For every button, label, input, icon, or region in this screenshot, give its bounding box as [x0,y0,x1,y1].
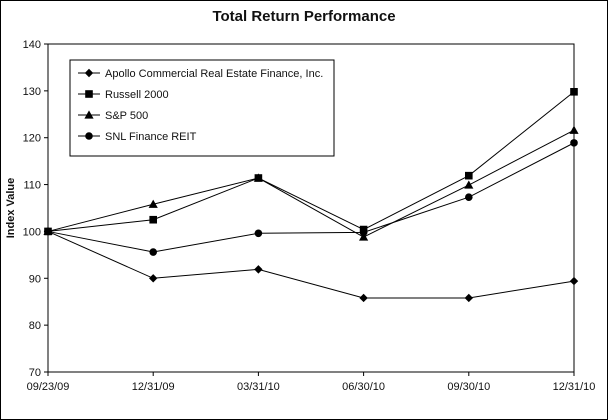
data-point [569,276,579,286]
data-point [254,265,263,274]
data-point [149,248,157,256]
data-point [359,228,368,237]
y-tick-label: 140 [23,39,41,51]
series-circle [44,139,578,256]
series-line [47,230,575,299]
y-tick-label: 130 [23,86,41,98]
x-tick-label: 06/30/10 [342,381,385,393]
data-point [254,229,263,238]
data-point [464,293,473,303]
legend-marker-diamond [84,68,94,78]
legend-label: Russell 2000 [105,89,169,101]
series-line [47,142,575,253]
plot-area-border [47,43,575,373]
data-point [359,293,368,303]
data-point [149,215,157,224]
axes [44,43,575,376]
legend-marker-square [85,90,93,98]
data-point [465,193,473,202]
data-point [44,227,52,236]
legend-marker-triangle [84,110,94,119]
x-tick-label: 12/31/09 [132,381,175,393]
y-tick-label: 80 [29,320,41,332]
legend-label: S&P 500 [105,110,148,122]
data-point [148,199,158,208]
y-tick-label: 120 [23,133,41,145]
x-tick-label: 09/23/09 [27,381,70,393]
y-tick-label: 110 [23,180,41,192]
data-point [253,173,263,182]
x-tick-label: 12/31/10 [553,381,596,393]
y-tick-label: 100 [23,226,41,238]
data-point [570,87,578,96]
data-point [465,171,473,180]
x-tick-label: 03/31/10 [237,381,280,393]
y-axis-label: Index Value [5,178,17,239]
x-tick-label: 09/30/10 [447,381,490,393]
series-line [47,91,575,232]
tick-labels: 70 80 90 100 110 120 130 140 09/23/09 12/31/09 03/… [23,39,596,393]
series-layer [43,87,579,303]
data-point [149,274,158,283]
series-triangle [43,125,579,241]
series-line [47,129,575,238]
legend-label: Apollo Commercial Real Estate Finance, I… [105,68,323,80]
legend-label: SNL Finance REIT [105,131,197,143]
legend-marker-circle [85,132,93,140]
legend: Apollo Commercial Real Estate Finance, I… [69,59,335,157]
data-point [359,232,369,241]
legend-box [69,59,335,157]
series-diamond [43,227,579,303]
y-tick-label: 90 [29,273,41,285]
data-point [464,180,474,189]
y-tick-label: 70 [29,367,41,379]
chart-title: Total Return Performance [212,8,396,25]
data-point [569,125,579,134]
data-point [570,139,578,147]
